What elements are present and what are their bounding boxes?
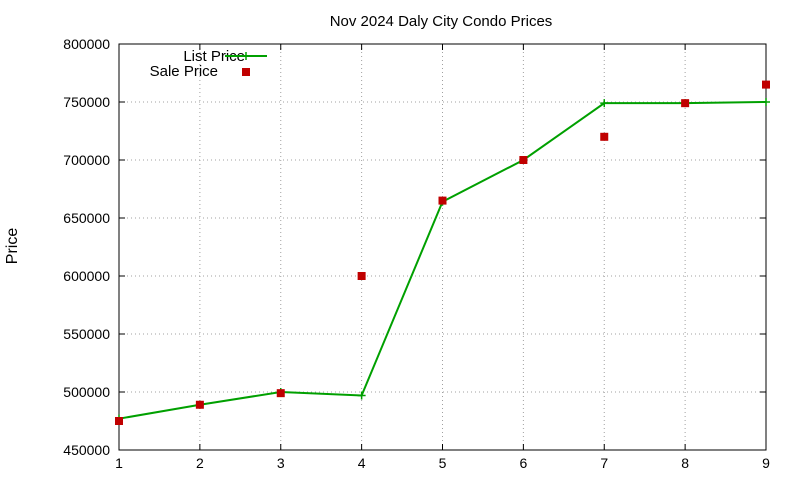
x-tick-label: 7	[600, 455, 608, 471]
y-axis-label: Price	[4, 228, 21, 265]
sale-price-point	[519, 156, 528, 164]
sale-price-point	[600, 132, 609, 141]
x-tick-label: 4	[358, 455, 366, 471]
legend-label-sale-price: Sale Price	[150, 63, 218, 80]
list-price-point	[600, 99, 609, 108]
sale-price-point	[681, 99, 690, 108]
x-tick-label: 8	[681, 455, 689, 471]
y-tick-label: 800000	[63, 36, 110, 52]
y-tick-label: 600000	[63, 268, 110, 284]
grid	[119, 44, 766, 450]
sale-price-point	[276, 389, 285, 398]
sale-price-point	[115, 417, 123, 425]
x-tick-label: 9	[762, 455, 770, 471]
y-tick-label: 500000	[63, 384, 110, 400]
x-tick-label: 1	[115, 455, 123, 471]
chart-title: Nov 2024 Daly City Condo Prices	[330, 13, 553, 30]
sale-price-point	[195, 400, 204, 409]
y-tick-label: 700000	[63, 152, 110, 168]
axis-ticks: 450000 500000 550000 600000 650000 700000 7500…	[63, 36, 770, 471]
y-tick-label: 650000	[63, 210, 110, 226]
y-tick-label: 450000	[63, 442, 110, 458]
x-tick-label: 5	[439, 455, 447, 471]
sale-price-point	[438, 196, 447, 205]
legend-marker-list-price	[242, 52, 250, 60]
y-tick-label: 550000	[63, 326, 110, 342]
plot-frame	[118, 43, 767, 451]
x-tick-label: 6	[519, 455, 527, 471]
sale-price-point	[357, 272, 366, 280]
sale-price-point	[762, 80, 770, 89]
list-price-point	[357, 391, 366, 400]
list-price-point	[762, 98, 770, 106]
x-tick-label: 3	[277, 455, 285, 471]
legend-label-list-price: List Price	[183, 48, 245, 65]
y-tick-label: 750000	[63, 94, 110, 110]
x-tick-label: 2	[196, 455, 204, 471]
series-layer	[115, 80, 770, 425]
legend-marker-sale-price	[242, 68, 250, 76]
